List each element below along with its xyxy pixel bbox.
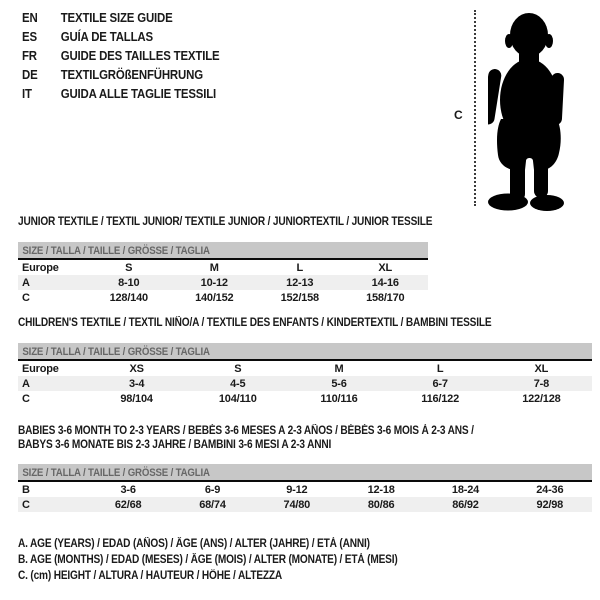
measurement-legend: A. AGE (YEARS) / EDAD (AÑOS) / ÂGE (ANS)… — [18, 536, 449, 584]
size-cell: 10-12 — [200, 276, 228, 289]
size-cell: 6-9 — [204, 483, 221, 496]
size-header-label: SIZE / TALLA / TAILLE / GRÖSSE / TAGLIA — [22, 245, 210, 257]
size-cell: 152/158 — [280, 291, 320, 304]
size-cell: 122/128 — [522, 392, 561, 405]
size-cell: 3-4 — [128, 377, 145, 390]
size-cell: 12-18 — [367, 483, 395, 496]
babies-size-table: B 3-6 6-9 9-12 12-18 18-24 24-36 C 62/68 68/74 74/… — [18, 482, 592, 512]
size-cell: 68/74 — [199, 498, 226, 511]
table-row: B 3-6 6-9 9-12 12-18 18-24 24-36 — [18, 482, 592, 497]
row-label: A — [22, 276, 30, 289]
children-size-table: Europe XS S M L XL A 3-4 4-5 5-6 6-7 7-8 C 98/104 104/… — [18, 361, 592, 406]
size-header-label: SIZE / TALLA / TAILLE / GRÖSSE / TAGLIA — [22, 346, 210, 358]
lang-code: FR — [22, 48, 37, 63]
lang-code: IT — [22, 86, 32, 101]
size-cell: 9-12 — [286, 483, 308, 496]
size-cell: 8-10 — [118, 276, 140, 289]
size-header-label: SIZE / TALLA / TAILLE / GRÖSSE / TAGLIA — [22, 467, 210, 479]
lang-row-it: IT GUIDA ALLE TAGLIE TESSILI — [22, 84, 219, 103]
size-cell: M — [209, 261, 219, 274]
section-children-textile: CHILDREN'S TEXTILE / TEXTIL NIÑO/A / TEX… — [18, 316, 592, 406]
size-cell: 104/110 — [218, 392, 257, 405]
lang-row-es: ES GUÍA DE TALLAS — [22, 27, 219, 46]
size-header-bar: SIZE / TALLA / TAILLE / GRÖSSE / TAGLIA — [18, 242, 428, 260]
table-row: Europe XS S M L XL — [18, 361, 592, 376]
row-label: A — [22, 377, 30, 390]
table-row: A 8-10 10-12 12-13 14-16 — [18, 275, 428, 290]
size-cell: M — [334, 362, 344, 375]
size-cell: 5-6 — [331, 377, 347, 390]
size-header-bar: SIZE / TALLA / TAILLE / GRÖSSE / TAGLIA — [18, 464, 592, 482]
section-title: BABIES 3-6 MONTH TO 2-3 YEARS / BEBÉS 3-… — [18, 425, 474, 437]
language-title-block: EN TEXTILE SIZE GUIDE ES GUÍA DE TALLAS … — [22, 8, 246, 103]
size-cell: S — [125, 261, 133, 274]
size-cell: 12-13 — [286, 276, 314, 289]
row-label: C — [22, 392, 30, 405]
legend-line-c: C. (cm) HEIGHT / ALTURA / HAUTEUR / HÖHE… — [18, 570, 283, 582]
table-row: C 98/104 104/110 110/116 116/122 122/128 — [18, 391, 592, 406]
size-cell: XS — [129, 362, 144, 375]
size-cell: 158/170 — [366, 291, 405, 304]
size-cell: 24-36 — [536, 483, 564, 496]
section-title: JUNIOR TEXTILE / TEXTIL JUNIOR/ TEXTILE … — [18, 216, 433, 228]
lang-title: GUÍA DE TALLAS — [60, 29, 153, 44]
size-cell: 86/92 — [452, 498, 479, 511]
section-babies-textile: BABIES 3-6 MONTH TO 2-3 YEARS / BEBÉS 3-… — [18, 424, 592, 512]
size-cell: L — [296, 261, 304, 274]
size-cell: 7-8 — [533, 377, 550, 390]
row-label: Europe — [22, 362, 59, 375]
lang-code: DE — [22, 67, 38, 82]
section-junior-textile: JUNIOR TEXTILE / TEXTIL JUNIOR/ TEXTILE … — [18, 215, 433, 305]
size-cell: 62/68 — [114, 498, 142, 511]
row-label: C — [22, 291, 30, 304]
lang-code: EN — [22, 10, 38, 25]
table-row: C 62/68 68/74 74/80 80/86 86/92 92/98 — [18, 497, 592, 512]
size-cell: 4-5 — [230, 377, 246, 390]
junior-size-table: Europe S M L XL A 8-10 10-12 12-13 14-16 C 128/140 1… — [18, 260, 428, 305]
height-measure-label: C — [454, 108, 463, 122]
table-row: C 128/140 140/152 152/158 158/170 — [18, 290, 428, 305]
lang-row-de: DE TEXTILGRÖßENFÜHRUNG — [22, 65, 219, 84]
size-cell: 110/116 — [320, 392, 358, 405]
size-header-bar: SIZE / TALLA / TAILLE / GRÖSSE / TAGLIA — [18, 343, 592, 361]
size-cell: 98/104 — [120, 392, 153, 405]
size-cell: 18-24 — [451, 483, 480, 496]
size-cell: S — [234, 362, 242, 375]
lang-title: TEXTILE SIZE GUIDE — [60, 10, 173, 25]
size-cell: 116/122 — [421, 392, 460, 405]
size-cell: 92/98 — [536, 498, 564, 511]
size-cell: 74/80 — [283, 498, 311, 511]
section-title-line2: BABYS 3-6 MONATE BIS 2-3 JAHRE / BAMBINI… — [18, 439, 332, 451]
section-title: CHILDREN'S TEXTILE / TEXTIL NIÑO/A / TEX… — [18, 317, 492, 329]
table-row: Europe S M L XL — [18, 260, 428, 275]
size-cell: L — [436, 362, 444, 375]
lang-title: GUIDE DES TAILLES TEXTILE — [60, 48, 220, 63]
legend-line-a: A. AGE (YEARS) / EDAD (AÑOS) / ÂGE (ANS)… — [18, 538, 370, 550]
size-cell: XL — [378, 261, 393, 274]
lang-title: GUIDA ALLE TAGLIE TESSILI — [60, 86, 217, 101]
lang-code: ES — [22, 29, 37, 44]
size-cell: 3-6 — [120, 483, 137, 496]
lang-title: TEXTILGRÖßENFÜHRUNG — [60, 67, 203, 82]
table-row: A 3-4 4-5 5-6 6-7 7-8 — [18, 376, 592, 391]
size-cell: 6-7 — [432, 377, 449, 390]
lang-row-fr: FR GUIDE DES TAILLES TEXTILE — [22, 46, 220, 65]
row-label: Europe — [22, 261, 59, 274]
lang-row-en: EN TEXTILE SIZE GUIDE — [22, 8, 219, 27]
legend-line-b: B. AGE (MONTHS) / EDAD (MESES) / ÂGE (MO… — [18, 554, 398, 566]
size-cell: 140/152 — [195, 291, 234, 304]
size-cell: XL — [534, 362, 549, 375]
toddler-silhouette-icon — [488, 13, 565, 211]
size-cell: 128/140 — [109, 291, 149, 304]
row-label: C — [22, 498, 30, 511]
size-cell: 80/86 — [367, 498, 395, 511]
size-cell: 14-16 — [371, 276, 399, 289]
row-label: B — [22, 483, 30, 496]
height-measure-dotted-line — [474, 10, 476, 206]
